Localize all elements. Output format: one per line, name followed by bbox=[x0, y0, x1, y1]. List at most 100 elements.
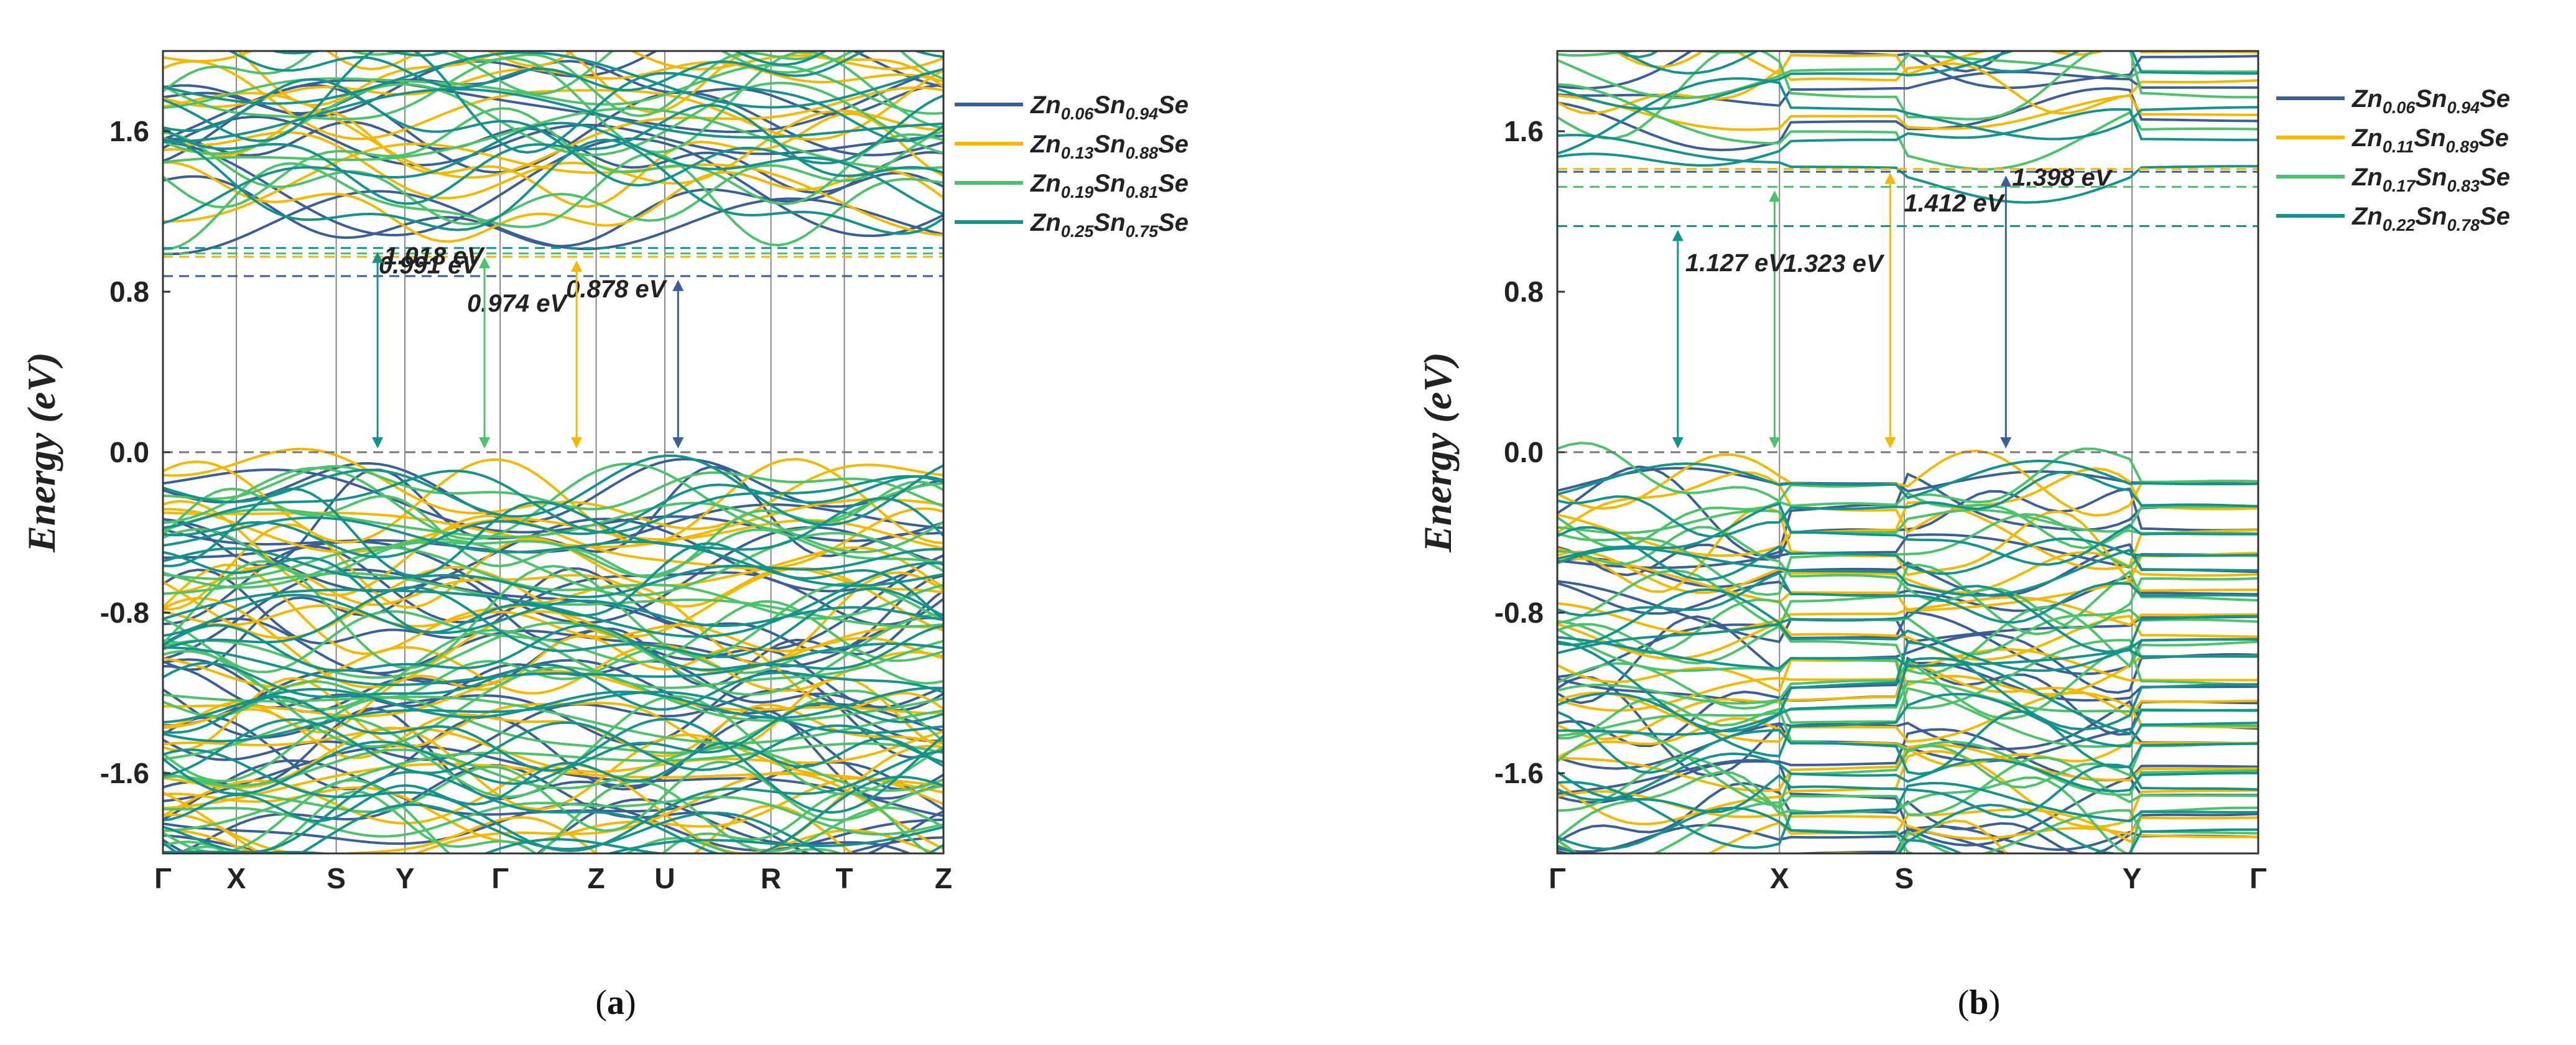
band-line bbox=[163, 88, 943, 143]
y-axis-label: Energy (eV) bbox=[19, 352, 63, 553]
band-line bbox=[1557, 781, 2258, 849]
band-line bbox=[1557, 51, 2258, 111]
band-line bbox=[163, 51, 943, 154]
legend-label: Zn0.19Sn0.81Se bbox=[1030, 170, 1188, 202]
band-gap-label: 1.127 eV bbox=[1685, 249, 1787, 277]
arrow-head-up bbox=[1672, 230, 1684, 241]
band-line bbox=[163, 109, 943, 200]
band-line bbox=[163, 516, 943, 587]
legend-label: Zn0.11Sn0.89Se bbox=[2351, 124, 2509, 156]
x-tick-label: Z bbox=[587, 862, 605, 894]
band-line bbox=[163, 597, 943, 689]
band-line bbox=[163, 142, 943, 236]
arrow-head-down bbox=[2000, 437, 2012, 448]
band-line bbox=[1557, 710, 2258, 776]
arrow-head-down bbox=[1884, 437, 1896, 448]
arrow-head-down bbox=[1769, 437, 1781, 448]
band-line bbox=[1557, 557, 2258, 612]
band-line bbox=[163, 487, 943, 577]
panel-caption: (a) bbox=[595, 983, 636, 1022]
band-line bbox=[1615, 51, 1660, 58]
band-line bbox=[163, 690, 943, 743]
band-line bbox=[1557, 51, 2258, 90]
y-tick-label: 0.8 bbox=[1504, 276, 1544, 308]
x-tick-label: Z bbox=[935, 862, 952, 894]
band-line bbox=[163, 475, 943, 559]
band-line bbox=[163, 518, 943, 593]
x-tick-label: U bbox=[654, 862, 675, 894]
band-gap-label: 0.878 eV bbox=[566, 276, 667, 303]
arrow-head-up bbox=[479, 257, 491, 269]
band-line bbox=[348, 51, 943, 95]
band-line bbox=[163, 624, 943, 672]
band-gap-label: 1.018 eV bbox=[384, 243, 485, 270]
x-tick-label: Y bbox=[2123, 862, 2142, 894]
band-line bbox=[163, 686, 943, 724]
legend-label: Zn0.17Sn0.83Se bbox=[2351, 164, 2510, 195]
band-line bbox=[163, 542, 943, 634]
arrow-head-up bbox=[372, 251, 384, 263]
band-line bbox=[1557, 87, 2258, 152]
band-line bbox=[1557, 471, 2258, 538]
x-tick-label: R bbox=[761, 862, 781, 894]
band-line bbox=[1557, 819, 2008, 853]
band-line bbox=[240, 825, 943, 853]
band-line bbox=[163, 717, 943, 814]
legend: Zn0.06Sn0.94Se Zn0.13Sn0.88Se Zn0.19Sn0.81… bbox=[955, 91, 1188, 241]
x-tick-label: X bbox=[1770, 862, 1789, 894]
x-tick-label: Γ bbox=[2249, 862, 2267, 894]
band-line bbox=[177, 790, 933, 853]
band-line bbox=[1557, 0, 2258, 45]
band-line bbox=[1557, 459, 2258, 499]
x-tick-label: Γ bbox=[1549, 862, 1566, 894]
band-line bbox=[1557, 692, 2258, 758]
arrow-head-up bbox=[1884, 172, 1896, 184]
band-line bbox=[1557, 526, 2258, 582]
y-tick-label: -0.8 bbox=[1494, 597, 1544, 629]
band-line bbox=[163, 803, 943, 853]
band-line bbox=[163, 693, 943, 745]
band-line bbox=[163, 715, 943, 791]
band-line bbox=[1557, 83, 2258, 171]
band-line bbox=[1557, 830, 1954, 853]
x-tick-label: X bbox=[227, 862, 246, 894]
band-line bbox=[163, 779, 943, 853]
band-line bbox=[1557, 596, 2258, 635]
band-line bbox=[1557, 636, 2258, 670]
band-line bbox=[163, 562, 943, 638]
band-line bbox=[1557, 743, 2258, 792]
band-line bbox=[163, 718, 943, 777]
band-line bbox=[163, 501, 943, 554]
arrow-head-down bbox=[372, 437, 384, 448]
y-axis-label: Energy (eV) bbox=[1415, 352, 1460, 553]
band-line bbox=[163, 771, 943, 853]
band-gap-label: 1.323 eV bbox=[1783, 250, 1884, 277]
band-gap-label: 0.991 eV bbox=[379, 251, 480, 279]
legend-label: Zn0.06Sn0.94Se bbox=[2351, 85, 2510, 117]
band-line bbox=[1557, 0, 2258, 14]
band-line bbox=[163, 695, 943, 772]
band-line bbox=[163, 586, 943, 659]
band-line bbox=[1557, 0, 2258, 35]
band-line bbox=[163, 462, 943, 541]
band-line bbox=[163, 78, 943, 187]
band-line bbox=[163, 60, 943, 108]
band-line bbox=[1557, 838, 1964, 853]
panel-caption: (b) bbox=[1958, 983, 2000, 1022]
band-line bbox=[912, 51, 943, 58]
band-line bbox=[163, 776, 943, 844]
y-tick-label: 1.6 bbox=[1504, 115, 1544, 147]
band-line bbox=[163, 563, 943, 666]
band-line bbox=[1618, 51, 2082, 75]
band-line bbox=[163, 695, 943, 799]
band-line bbox=[163, 760, 943, 832]
band-line bbox=[163, 829, 940, 853]
band-line bbox=[163, 121, 943, 225]
band-line bbox=[1557, 51, 1764, 57]
legend-label: Zn0.06Sn0.94Se bbox=[1030, 91, 1188, 123]
band-line bbox=[163, 130, 943, 226]
band-line bbox=[1557, 94, 2258, 131]
arrow-head-up bbox=[2000, 175, 2012, 187]
band-line bbox=[1613, 51, 2106, 68]
